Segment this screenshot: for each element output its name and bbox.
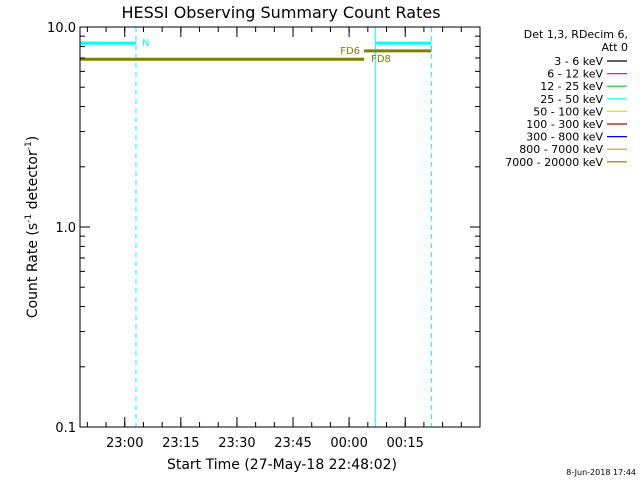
x-axis-label: Start Time (27-May-18 22:48:02) bbox=[167, 457, 397, 473]
y-axis-label-sup2: -1 bbox=[24, 141, 34, 150]
y-axis-label-sup1: -1 bbox=[24, 214, 34, 223]
flag-label: FD6 bbox=[340, 46, 360, 57]
legend-label: 50 - 100 keV bbox=[533, 105, 603, 118]
y-axis-label-end: ) bbox=[25, 136, 41, 141]
x-tick-label: 23:30 bbox=[218, 436, 255, 451]
x-tick-label: 00:15 bbox=[386, 436, 423, 451]
x-tick-label: 23:15 bbox=[162, 436, 199, 451]
x-tick-label: 23:00 bbox=[106, 436, 143, 451]
plot-frame bbox=[79, 26, 481, 428]
legend-label: 7000 - 20000 keV bbox=[505, 156, 603, 169]
x-tick-label: 00:00 bbox=[330, 436, 367, 451]
legend-label: 25 - 50 keV bbox=[540, 93, 603, 106]
flag-label: N bbox=[142, 38, 149, 49]
y-axis-label-main: Count Rate (s bbox=[25, 223, 41, 318]
x-axis-ticks: 23:00 23:15 23:30 23:45 00:00 00:15 bbox=[86, 27, 481, 451]
legend-label: 800 - 7000 keV bbox=[519, 143, 603, 156]
y-axis-label: Count Rate (s-1 detector-1) bbox=[24, 136, 41, 318]
vertical-markers bbox=[79, 27, 432, 427]
y-axis-ticks: 10.0 1.0 0.1 bbox=[47, 21, 480, 436]
y-tick-label: 10.0 bbox=[47, 21, 76, 36]
legend-label: 300 - 800 keV bbox=[526, 131, 603, 144]
legend-header-line2: Att 0 bbox=[602, 41, 628, 54]
flag-label: FD8 bbox=[371, 54, 391, 65]
y-tick-label: 0.1 bbox=[55, 421, 76, 436]
legend-header-line1: Det 1,3, RDecim 6, bbox=[524, 28, 628, 41]
y-tick-label: 1.0 bbox=[55, 221, 76, 236]
legend-label: 100 - 300 keV bbox=[526, 118, 603, 131]
legend-label: 6 - 12 keV bbox=[547, 68, 603, 81]
legend-label: 12 - 25 keV bbox=[540, 80, 603, 93]
legend-label: 3 - 6 keV bbox=[554, 55, 603, 68]
footer-date: 8-Jun-2018 17:44 bbox=[566, 468, 636, 477]
y-axis-label-mid: detector bbox=[25, 150, 41, 214]
x-tick-label: 23:45 bbox=[274, 436, 311, 451]
flag-bars: N FD8 FD6 bbox=[80, 38, 432, 65]
chart-title: HESSI Observing Summary Count Rates bbox=[121, 3, 440, 22]
